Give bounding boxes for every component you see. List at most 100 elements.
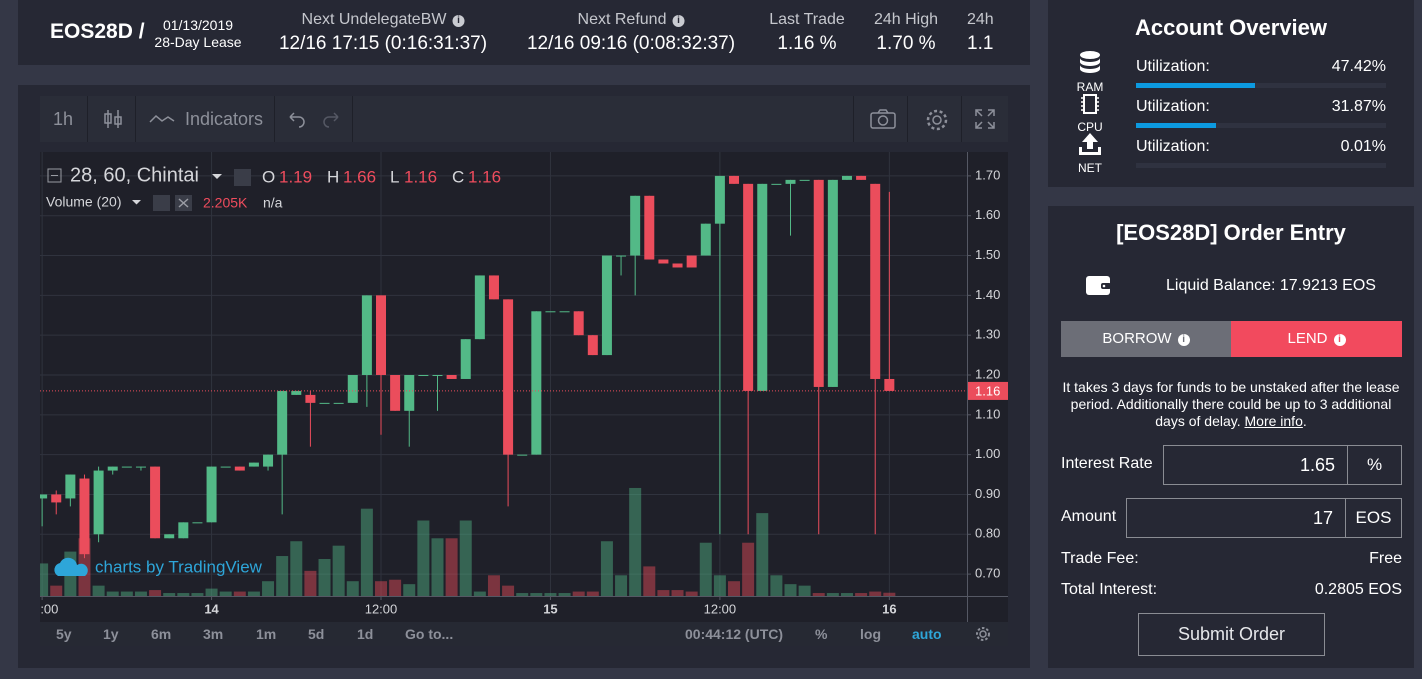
y-tick-label: 1.00 [975,446,1000,461]
borrow-tab[interactable]: BORROW i [1061,321,1231,357]
interval-button[interactable]: 1h [53,109,74,129]
candle-body [503,299,514,455]
submit-button[interactable]: Submit Order [1138,613,1325,656]
range-button[interactable]: 5y [56,626,72,642]
candle-body [700,223,711,256]
candle-body [630,195,641,256]
indicator-icon [149,114,175,123]
volume-bar [233,591,246,596]
info-icon[interactable]: i [1333,334,1346,346]
price-chart: 0.70 0.80 0.90 1.00 1.10 1.20 1.30 1.40 1.50 1.60… [40,152,1008,622]
separator [274,96,275,142]
goto-button[interactable]: Go to... [405,626,454,642]
candle-body [432,374,443,376]
utilization-label: Utilization: [1136,98,1210,115]
y-tick-label: 1.30 [975,327,1000,342]
volume-bar [657,590,670,596]
candle-body [785,179,796,184]
range-button[interactable]: 3m [203,626,224,642]
collapse-icon[interactable] [47,168,62,183]
candle-body [559,311,570,313]
stat-value: 1.1 [967,33,994,54]
lend-tab[interactable]: LEND i [1231,321,1402,357]
more-info-link[interactable]: More info [1244,413,1303,429]
settings-icon[interactable] [924,107,950,153]
range-bar: 5y 1y 6m 3m 1m 5d 1d Go to... 00:44:12 (… [40,622,1008,646]
candle-body [234,466,245,471]
separator [87,96,88,142]
candle-body [390,374,401,411]
volume-bar [473,591,486,596]
info-icon[interactable]: i [452,15,465,27]
volume-settings[interactable] [153,195,170,211]
range-button[interactable]: 5d [308,626,325,642]
auto-toggle[interactable]: auto [912,626,942,642]
candle-body [474,275,485,340]
volume-bar [840,593,853,596]
candle-body [446,374,457,379]
chart-toolbar: 1h Indicators [40,96,1008,142]
range-button[interactable]: 6m [151,626,172,642]
range-settings[interactable] [975,626,991,642]
range-button[interactable]: 1y [103,626,119,642]
volume-bar [883,592,896,596]
candle-body [573,311,584,336]
candle-body [856,175,867,180]
cpu-icon [1081,94,1099,114]
separator [352,96,353,142]
amount-input[interactable]: 17 [1126,498,1346,538]
candle-body [178,522,189,539]
candle-body [644,195,655,260]
candle-body [841,175,852,180]
x-tick-label: 12:00 [365,601,398,616]
candle-body [150,466,161,539]
candle-body [51,494,62,503]
volume-bar [516,593,529,596]
info-icon[interactable]: i [672,15,685,27]
interest-input[interactable]: 1.65 [1163,445,1348,485]
info-icon[interactable]: i [1177,334,1190,346]
dropdown-arrow[interactable] [132,200,141,205]
stat-label: Next Refund i [578,11,685,29]
utilization-value: 47.42% [1331,58,1386,75]
volume-bar [812,593,825,596]
utilization-label: Utilization: [1136,138,1210,155]
x-tick-label: 12:00 [40,601,58,616]
volume-bar [445,538,458,596]
volume-bar [742,542,755,596]
order-panel: [EOS28D] Order Entry Liquid Balance: 17.… [1048,206,1414,668]
volume-bar [332,545,345,596]
lease-term: 28-Day Lease [154,34,242,50]
candle-body [107,466,118,471]
stat-value: 1.16 % [777,33,837,54]
volume-bar [643,566,656,596]
dropdown-arrow[interactable] [212,174,222,179]
tradingview-logo [54,557,88,576]
ohlc-label: H [327,167,339,186]
candle-body [757,183,768,391]
y-tick-label: 1.50 [975,247,1000,262]
candle-body [714,175,725,224]
volume-change: n/a [263,195,283,211]
fullscreen-icon[interactable] [974,108,996,154]
legend-settings[interactable] [234,169,251,186]
utilization-bar [1136,123,1216,128]
total-label: Total Interest: [1061,581,1158,598]
volume-bar [50,585,63,596]
candle-icon[interactable] [102,108,124,154]
watermark[interactable]: charts by TradingView [95,557,263,576]
log-toggle[interactable]: log [860,626,881,642]
camera-icon[interactable] [869,108,897,154]
candle-body [672,263,683,268]
indicators-button[interactable]: Indicators [185,109,264,129]
undo-redo[interactable] [286,110,346,156]
volume-bar [163,593,176,596]
range-button[interactable]: 1m [256,626,277,642]
stat-value: 1.70 % [876,33,936,54]
percent-toggle[interactable]: % [815,626,828,642]
ohlc-label: C [452,167,464,186]
range-button[interactable]: 1d [357,626,374,642]
candle-body [263,454,274,467]
separator [907,96,908,142]
panel-title: [EOS28D] Order Entry [1116,220,1346,245]
